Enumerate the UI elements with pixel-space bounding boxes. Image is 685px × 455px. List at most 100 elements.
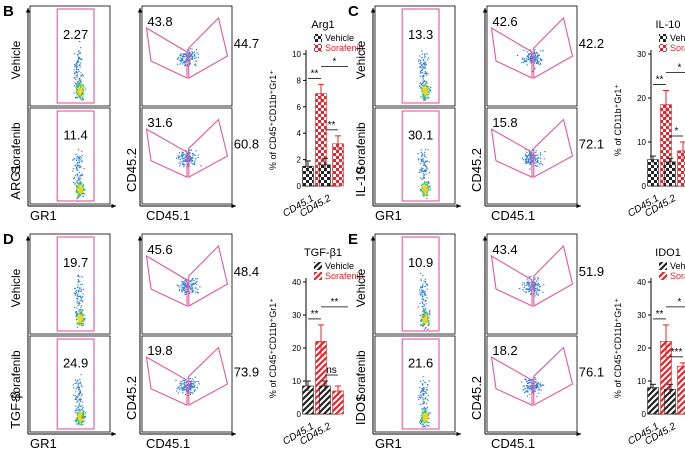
event-dot	[517, 55, 518, 56]
event-dot	[74, 158, 75, 159]
event-dot	[77, 380, 78, 381]
event-dot	[82, 309, 83, 310]
event-dot	[184, 286, 185, 287]
event-dot	[81, 325, 82, 326]
event-dot	[536, 281, 537, 282]
event-dot	[75, 410, 76, 411]
event-dot	[77, 410, 78, 411]
event-dot	[81, 59, 82, 60]
event-dot	[77, 414, 78, 415]
cd45-right-percent: 48.4	[234, 264, 259, 279]
event-dot	[76, 319, 77, 320]
event-dot	[534, 295, 535, 296]
event-dot	[76, 68, 77, 69]
event-dot	[538, 290, 539, 291]
event-dot	[78, 320, 79, 321]
y-tick-label: 0	[642, 410, 647, 419]
gr1-x-arrow-head	[456, 432, 461, 436]
event-dot	[184, 61, 185, 62]
event-dot	[527, 282, 528, 283]
event-dot	[78, 423, 79, 424]
event-dot	[530, 155, 531, 156]
event-dot	[536, 290, 537, 291]
event-dot	[83, 319, 84, 320]
event-dot	[426, 417, 427, 418]
event-dot	[194, 391, 195, 392]
sig-label: **	[331, 297, 339, 308]
event-dot	[421, 169, 422, 170]
event-dot	[78, 275, 79, 276]
event-dot	[425, 308, 426, 309]
event-dot	[427, 168, 428, 169]
event-dot	[418, 61, 419, 62]
event-dot	[535, 379, 536, 380]
gr1-plot-D-sorafenib: 24.9	[30, 336, 110, 432]
event-dot	[537, 155, 538, 156]
event-dot	[78, 303, 79, 304]
event-dot	[80, 309, 81, 310]
event-dot	[73, 182, 74, 183]
event-dot	[78, 69, 79, 70]
event-dot	[536, 59, 537, 60]
event-dot	[77, 327, 78, 328]
gate-percent: 13.3	[408, 27, 433, 42]
event-dot	[82, 98, 83, 99]
event-dot	[192, 393, 193, 394]
event-dot	[424, 54, 425, 55]
event-dot	[79, 188, 80, 189]
event-dot	[78, 195, 79, 196]
event-dot	[83, 190, 84, 191]
event-dot	[536, 161, 537, 162]
event-dot	[420, 404, 421, 405]
event-dot	[80, 97, 81, 98]
event-dot	[183, 161, 184, 162]
event-dot	[81, 297, 82, 298]
plot-frame	[375, 336, 455, 432]
event-dot	[81, 151, 82, 152]
event-dot	[178, 387, 179, 388]
event-dot	[424, 317, 425, 318]
event-dot	[190, 378, 191, 379]
event-dot	[428, 323, 429, 324]
y-tick-label: 20	[637, 344, 646, 353]
event-dot	[423, 394, 424, 395]
event-dot	[539, 55, 540, 56]
event-dot	[194, 164, 195, 165]
cd45-right-percent: 60.8	[234, 136, 259, 151]
event-dot	[526, 159, 527, 160]
event-dot	[536, 396, 537, 397]
event-dot	[427, 425, 428, 426]
event-dot	[524, 291, 525, 292]
event-dot	[535, 385, 536, 386]
event-dot	[80, 88, 81, 89]
event-dot	[198, 381, 199, 382]
event-dot	[79, 79, 80, 80]
event-dot	[424, 187, 425, 188]
event-dot	[427, 317, 428, 318]
event-dot	[179, 152, 180, 153]
event-dot	[191, 51, 192, 52]
event-dot	[421, 168, 422, 169]
y-tick-label: 30	[292, 311, 301, 320]
event-dot	[80, 185, 81, 186]
event-dot	[79, 64, 80, 65]
event-dot	[80, 67, 81, 68]
event-dot	[426, 186, 427, 187]
event-dot	[76, 86, 77, 87]
event-dot	[77, 301, 78, 302]
event-dot	[427, 389, 428, 390]
event-dot	[425, 279, 426, 280]
gr1-plot-D-vehicle: 19.7	[30, 234, 110, 334]
event-dot	[191, 161, 192, 162]
event-dot	[75, 295, 76, 296]
legend-swatch-vehicle	[314, 34, 322, 42]
event-dot	[190, 386, 191, 387]
event-dot	[179, 286, 180, 287]
legend-swatch-sorafenib	[659, 272, 667, 280]
event-dot	[535, 152, 536, 153]
event-dot	[77, 180, 78, 181]
event-dot	[529, 153, 530, 154]
event-dot	[81, 299, 82, 300]
event-dot	[192, 155, 193, 156]
event-dot	[73, 387, 74, 388]
